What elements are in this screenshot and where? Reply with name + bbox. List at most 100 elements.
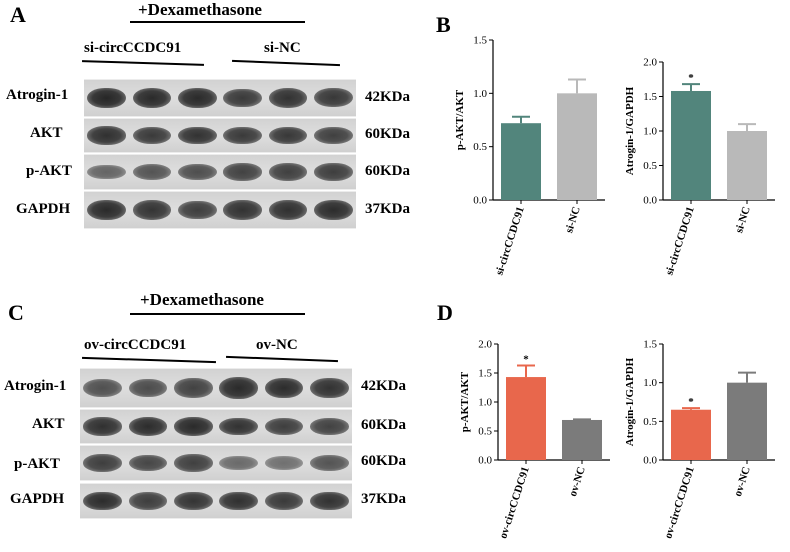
blot-band: [128, 492, 168, 510]
x-tick-label: ov-NC: [732, 465, 753, 498]
blot-band: [128, 454, 168, 472]
panel-c-row-label-3: p-AKT: [14, 456, 60, 472]
x-tick-label: ov-NC: [567, 465, 588, 498]
panel-a-row-label-2: AKT: [30, 125, 63, 141]
blot-band: [173, 454, 213, 472]
x-tick-label: si-NC: [733, 205, 753, 234]
blot-band: [268, 126, 308, 145]
bar: [727, 382, 767, 460]
blot-band: [132, 200, 172, 220]
y-axis-label: p-AKT/AKT: [454, 89, 466, 150]
bar: [562, 419, 602, 460]
blot-band: [128, 417, 168, 436]
blot-band: [313, 127, 353, 144]
y-tick-label: 1.0: [643, 126, 657, 138]
blot-band: [268, 88, 308, 108]
x-tick-label: si-circCCDC91: [663, 205, 696, 277]
panel-c-group-1-rule: [82, 356, 216, 364]
y-tick-label: 1.5: [473, 35, 487, 47]
y-axis-label: p-AKT/AKT: [459, 371, 471, 432]
y-tick-label: 2.0: [643, 57, 657, 69]
blot-band: [223, 200, 263, 220]
blot-band: [219, 417, 259, 436]
y-tick-label: 1.5: [643, 91, 657, 103]
panel-c-size-4: 37KDa: [361, 491, 406, 507]
panel-label-a: A: [10, 2, 26, 27]
panel-a-treatment: +Dexamethasone: [138, 0, 262, 19]
blot-band: [264, 492, 304, 510]
blot-band: [264, 377, 304, 399]
x-tick-label: si-circCCDC91: [493, 205, 526, 277]
panel-c-row-label-4: GAPDH: [10, 491, 65, 507]
blot-band: [219, 377, 259, 399]
blot-band: [132, 88, 172, 108]
panel-c-group-2-rule: [226, 355, 338, 363]
blot-band: [313, 200, 353, 220]
blot-band: [219, 455, 259, 471]
panel-c-row-label-2: AKT: [32, 416, 65, 432]
panel-a-strip-1: [84, 79, 356, 117]
chart-d-atrogin: 0.0 0.5 1.0 1.5 Atrogin-1/GAPDH * ov-circCCDC9…: [624, 339, 775, 540]
blot-band: [87, 164, 127, 180]
blot-band: [83, 417, 123, 436]
blot-band: [177, 200, 217, 220]
bar: [727, 131, 767, 200]
blot-band: [177, 87, 217, 109]
y-tick-label: 0.5: [473, 141, 487, 153]
significance-marker: *: [688, 396, 694, 408]
panel-a-row-label-4: GAPDH: [16, 201, 71, 217]
bar: [557, 93, 597, 200]
y-tick-label: 1.5: [643, 339, 657, 351]
chart-b-pakt: 0.0 0.5 1.0 1.5 p-AKT/AKT si-circCCDC91 si-NC: [454, 35, 605, 277]
x-tick-label: ov-circCCDC91: [662, 465, 697, 540]
blot-band: [309, 418, 349, 435]
y-axis-label: Atrogin-1/GAPDH: [624, 86, 636, 175]
blot-band: [173, 491, 213, 511]
chart-b-atrogin: 0.0 0.5 1.0 1.5 2.0 Atrogin-1/GAPDH * si-circCC…: [624, 57, 775, 277]
panel-a-strip-4: [84, 191, 356, 229]
blot-band: [268, 200, 308, 220]
panel-a-group-2: si-NC: [264, 40, 301, 56]
panel-a-size-2: 60KDa: [365, 126, 410, 142]
blot-band: [83, 454, 123, 472]
panel-label-c: C: [8, 300, 24, 325]
y-tick-label: 1.0: [473, 88, 487, 100]
blot-band: [173, 378, 213, 398]
y-tick-label: 0.0: [478, 455, 492, 467]
panel-a-size-4: 37KDa: [365, 201, 410, 217]
panel-c-size-1: 42KDa: [361, 378, 406, 394]
panel-c-treatment-rule: [130, 313, 305, 315]
panel-label-d: D: [437, 300, 453, 325]
blot-band: [223, 88, 263, 108]
panel-a-row-label-3: p-AKT: [26, 163, 72, 179]
chart-d-pakt: 0.0 0.5 1.0 1.5 2.0 p-AKT/AKT * ov-circCCDC91 ov…: [459, 339, 610, 540]
y-tick-label: 1.5: [478, 368, 492, 380]
blot-band: [313, 88, 353, 108]
blot-band: [87, 87, 127, 109]
y-axis-label: Atrogin-1/GAPDH: [624, 357, 636, 446]
y-tick-label: 0.0: [643, 195, 657, 207]
y-tick-label: 1.0: [643, 377, 657, 389]
blot-band: [83, 378, 123, 397]
bar: [671, 90, 711, 200]
blot-band: [87, 126, 127, 145]
panel-c-treatment: +Dexamethasone: [140, 290, 264, 309]
blot-band: [177, 163, 217, 181]
y-tick-label: 0.0: [643, 455, 657, 467]
panel-a-treatment-rule: [130, 21, 305, 23]
panel-c-strip-1: [80, 368, 352, 408]
panel-a-group-2-rule: [232, 59, 340, 67]
y-tick-label: 0.0: [473, 195, 487, 207]
bar: [506, 377, 546, 460]
blot-band: [128, 378, 168, 398]
bar: [501, 123, 541, 200]
panel-a-size-1: 42KDa: [365, 89, 410, 105]
panel-c-size-2: 60KDa: [361, 417, 406, 433]
bar: [671, 409, 711, 460]
panel-a-row-label-1: Atrogin-1: [6, 87, 69, 103]
panel-c-strip-3: [80, 445, 352, 481]
panel-c-size-3: 60KDa: [361, 453, 406, 469]
blot-band: [87, 200, 127, 220]
panel-c-row-label-1: Atrogin-1: [4, 378, 67, 394]
y-tick-label: 0.5: [643, 160, 657, 172]
